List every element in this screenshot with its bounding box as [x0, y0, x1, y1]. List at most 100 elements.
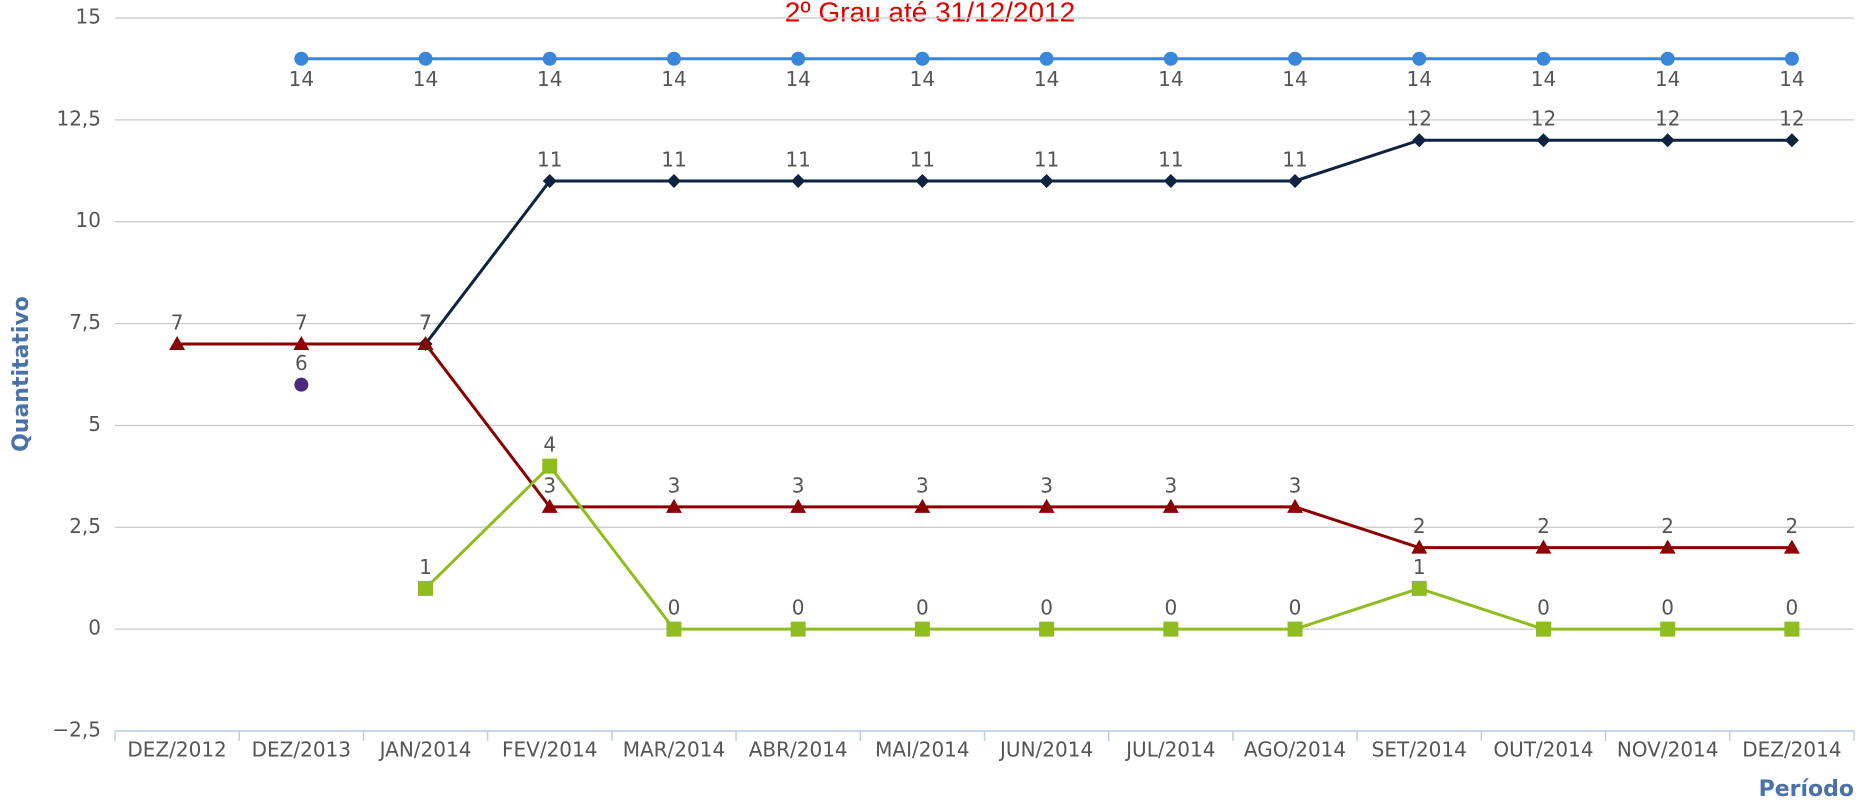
x-tick-label: DEZ/2013 [252, 738, 351, 762]
y-tick-label: −2,5 [52, 718, 101, 742]
marker [294, 51, 309, 66]
marker [1163, 51, 1178, 66]
marker [1039, 621, 1055, 637]
data-label: 14 [537, 67, 562, 91]
data-label: 14 [1655, 67, 1680, 91]
data-label: 3 [1164, 473, 1177, 497]
marker [1659, 539, 1676, 554]
data-label: 3 [1040, 473, 1053, 497]
data-label: 0 [1040, 596, 1053, 620]
marker [1287, 498, 1304, 513]
data-label: 14 [1407, 67, 1432, 91]
marker [666, 173, 681, 188]
data-label: 11 [661, 147, 686, 171]
data-label: 14 [1158, 67, 1183, 91]
series-line [177, 342, 1792, 550]
series-line [424, 138, 1792, 345]
marker [294, 377, 309, 392]
marker [665, 498, 682, 513]
y-tick-label: 10 [76, 208, 101, 232]
marker [542, 173, 557, 188]
data-label: 14 [910, 67, 935, 91]
marker [1784, 133, 1799, 148]
marker [1039, 51, 1054, 66]
x-tick-label: DEZ/2012 [127, 738, 226, 762]
series-line [424, 463, 1792, 631]
data-label: 11 [537, 147, 562, 171]
marker [1288, 173, 1303, 188]
data-label: 12 [1531, 107, 1556, 131]
x-tick-label: DEZ/2014 [1742, 738, 1841, 762]
x-tick-label: MAR/2014 [623, 738, 725, 762]
y-tick-label: 2,5 [69, 514, 101, 538]
marker [915, 51, 930, 66]
y-tick-label: 0 [88, 616, 101, 640]
marker [417, 335, 434, 350]
marker [1660, 51, 1675, 66]
x-tick-label: JAN/2014 [378, 738, 472, 762]
marker [418, 51, 433, 66]
data-label: 6 [295, 351, 308, 375]
marker [1783, 539, 1800, 554]
marker [1535, 621, 1551, 637]
data-label: 11 [910, 147, 935, 171]
marker [293, 335, 310, 350]
data-label: 2 [1413, 514, 1426, 538]
marker [790, 498, 807, 513]
data-label: 3 [916, 473, 929, 497]
marker [790, 621, 806, 637]
data-label: 14 [1531, 67, 1556, 91]
data-label: 7 [419, 310, 432, 334]
x-tick-label: JUL/2014 [1124, 738, 1215, 762]
data-label: 3 [543, 473, 556, 497]
data-label: 0 [916, 596, 929, 620]
data-label: 14 [1034, 67, 1059, 91]
marker [1536, 133, 1551, 148]
x-tick-label: MAI/2014 [875, 738, 969, 762]
data-label: 4 [543, 433, 556, 457]
data-label: 12 [1779, 107, 1804, 131]
marker [1784, 621, 1800, 637]
data-label: 14 [661, 67, 686, 91]
x-tick-label: JUN/2014 [998, 738, 1093, 762]
data-label: 14 [413, 67, 438, 91]
marker [666, 621, 682, 637]
marker [1411, 580, 1427, 596]
data-label: 11 [1158, 147, 1183, 171]
marker [418, 580, 434, 596]
data-label: 0 [1537, 596, 1550, 620]
marker [1784, 51, 1799, 66]
data-label: 0 [1164, 596, 1177, 620]
marker [914, 621, 930, 637]
data-label: 0 [792, 596, 805, 620]
y-tick-label: 15 [76, 5, 101, 29]
data-label: 11 [1282, 147, 1307, 171]
x-tick-label: NOV/2014 [1617, 738, 1719, 762]
y-axis-label: Quantitativo [9, 296, 34, 452]
data-label: 7 [295, 310, 308, 334]
marker [1288, 51, 1303, 66]
marker [914, 498, 931, 513]
x-tick-label: AGO/2014 [1244, 738, 1346, 762]
data-label: 11 [1034, 147, 1059, 171]
marker [1412, 51, 1427, 66]
data-label: 0 [1786, 596, 1799, 620]
marker [1038, 498, 1055, 513]
marker [666, 51, 681, 66]
marker [791, 173, 806, 188]
marker [1163, 173, 1178, 188]
marker [1039, 173, 1054, 188]
marker [1660, 133, 1675, 148]
data-label: 1 [419, 555, 432, 579]
marker [542, 51, 557, 66]
data-label: 12 [1655, 107, 1680, 131]
marker [1411, 539, 1428, 554]
data-label: 14 [785, 67, 810, 91]
data-label: 0 [1289, 596, 1302, 620]
marker [1535, 539, 1552, 554]
data-label: 2 [1537, 514, 1550, 538]
y-tick-label: 12,5 [56, 106, 101, 130]
data-label: 3 [668, 473, 681, 497]
data-label: 14 [1282, 67, 1307, 91]
